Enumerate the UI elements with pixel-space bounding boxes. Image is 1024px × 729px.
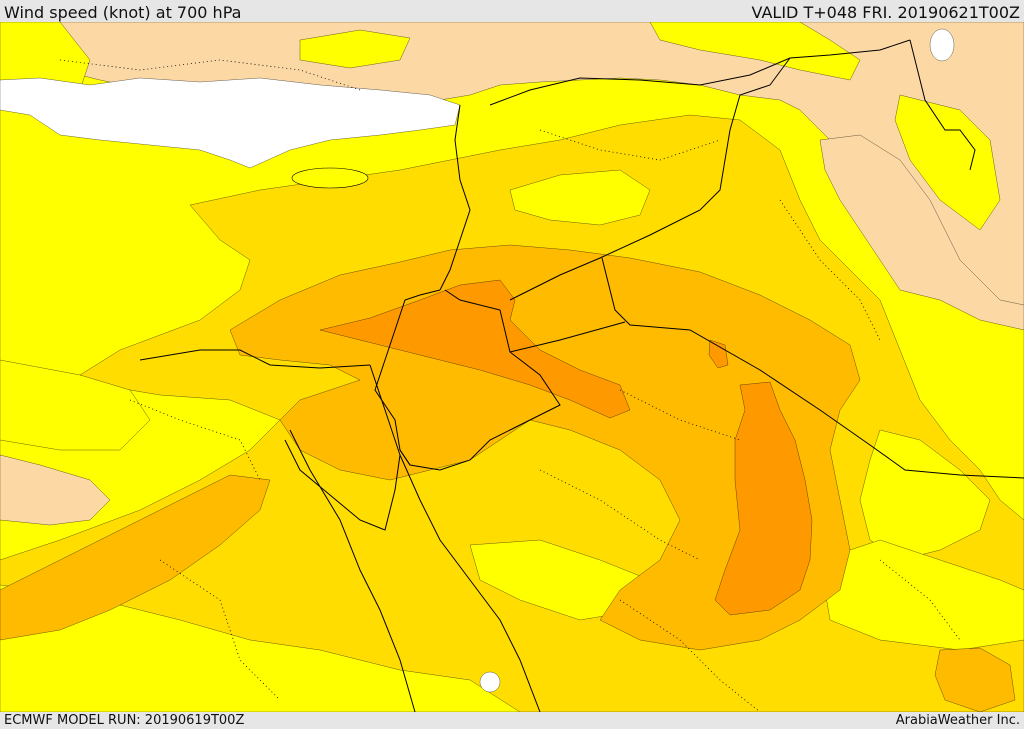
map-title: Wind speed (knot) at 700 hPa: [4, 3, 242, 22]
boundary-sinai: [284, 364, 401, 531]
dotted-line-6: [159, 559, 281, 701]
boundary-jordan: [399, 289, 561, 471]
boundary-red-sea-coast: [399, 454, 541, 712]
band-orange-core3: [708, 339, 729, 369]
map-canvas: [0, 22, 1024, 712]
dotted-line-8: [879, 559, 961, 641]
band-low-west: [0, 454, 111, 526]
band-yellow-island1: [509, 169, 651, 226]
dotted-line-7: [779, 199, 881, 341]
band-low-east: [819, 134, 1024, 331]
header-bar: Wind speed (knot) at 700 hPa VALID T+048…: [0, 0, 1024, 22]
sea-white: [0, 77, 461, 169]
boundary-israel: [374, 289, 441, 466]
band-yellow-island5: [819, 539, 1024, 651]
model-run-label: ECMWF MODEL RUN: 20190619T00Z: [4, 713, 245, 728]
boundary-iraq-iran: [909, 39, 976, 171]
boundary-jordan-south: [509, 321, 626, 353]
band-yellow-island2: [859, 429, 991, 561]
brand-label: ArabiaWeather Inc.: [895, 713, 1020, 728]
internal-boundaries: [59, 59, 961, 712]
band-amber-southwest: [0, 474, 271, 641]
band-amber-southeast: [934, 647, 1016, 712]
valid-time: VALID T+048 FRI. 20190621T00Z: [751, 3, 1020, 22]
boundary-north: [489, 39, 911, 106]
boundary-coast-levant: [439, 104, 471, 291]
island-cyprus: [291, 167, 369, 189]
boundary-egypt-sudan: [289, 429, 416, 712]
band-yellow-north-patch1: [299, 29, 411, 69]
lake-white: [479, 671, 501, 693]
band-orange-core1: [319, 279, 631, 419]
footer-bar: ECMWF MODEL RUN: 20190619T00Z ArabiaWeat…: [0, 712, 1024, 729]
boundary-saudi-iraq: [509, 57, 791, 301]
band-orange-core2: [714, 381, 813, 616]
lake-north-east: [929, 28, 955, 62]
country-boundaries: [139, 39, 1024, 712]
band-yellow-north-patch2: [649, 22, 861, 81]
wind-speed-map: [0, 22, 1024, 712]
boundary-jordan-east: [601, 257, 1024, 479]
band-yellow-north-patch3: [894, 94, 1001, 231]
boundary-egypt-coast: [139, 349, 371, 369]
dotted-line-9: [619, 599, 761, 712]
band-yellow-island4: [0, 359, 151, 451]
